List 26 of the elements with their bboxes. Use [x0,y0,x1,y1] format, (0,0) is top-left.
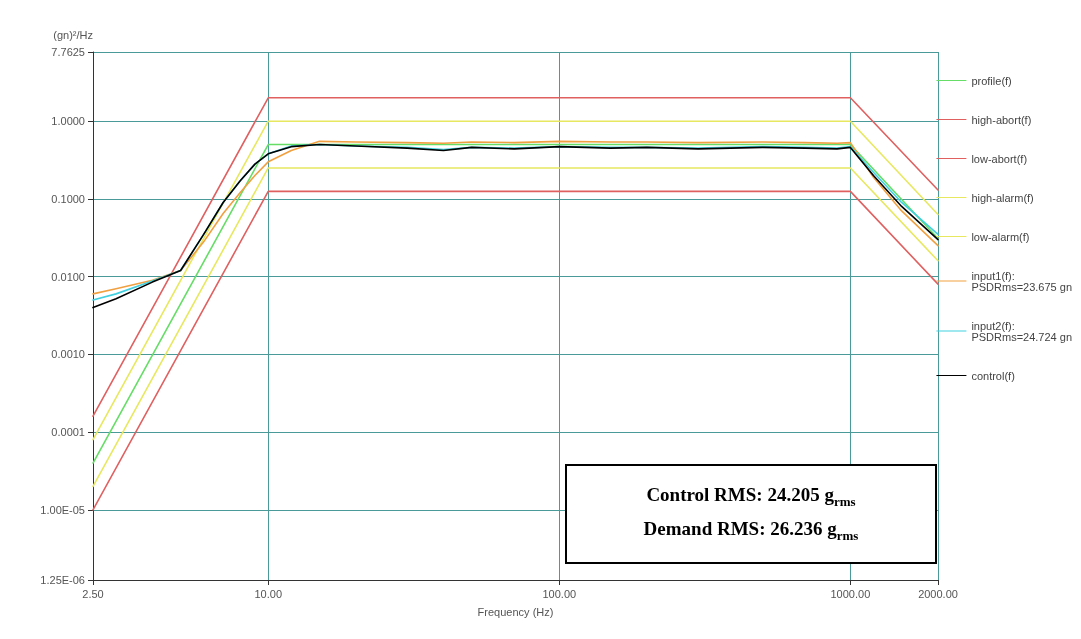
x-axis-title: Frequency (Hz) [477,605,554,618]
legend-label: control(f) [971,369,1015,382]
x-tick-label: 1000.00 [830,587,871,600]
y-tick-label: 0.1000 [51,192,85,205]
annotation: Demand RMS: 26.236 g$_{rms}$ [642,517,860,544]
annotation: Control RMS: 24.205 g$_{rms}$ [645,484,857,510]
y-tick-label: 0.0100 [51,270,85,283]
legend-label: low-abort(f) [971,152,1028,165]
note-box: Control RMS: 24.205 g$_{rms}$ Demand RMS: 26.236 g$_{rms}$ [565,464,937,564]
y-tick-label: 7.7625 [51,46,85,58]
x-tick-label: 2.50 [82,587,104,600]
legend-label: high-abort(f) [971,113,1032,126]
legend-label: low-alarm(f) [971,230,1030,243]
y-axis-title: (gn)²/Hz [53,28,93,41]
y-tick-label: 1.25E-06 [40,574,85,586]
x-tick-label: 100.00 [542,587,577,600]
legend-label: input1(f): PSDRms=23.675 gn [971,269,1073,293]
legend-label: input2(f): PSDRms=24.724 gn [971,319,1073,343]
legend-label: high-alarm(f) [971,191,1034,204]
x-tick-label: 10.00 [254,587,283,600]
y-tick-label: 0.0001 [51,426,85,439]
x-tick-label: 2000.00 [918,587,958,600]
legend-label: profile(f) [971,74,1012,87]
y-tick-label: 0.0010 [51,348,85,361]
y-tick-label: 1.0000 [51,115,85,128]
y-tick-label: 1.00E-05 [40,503,85,516]
